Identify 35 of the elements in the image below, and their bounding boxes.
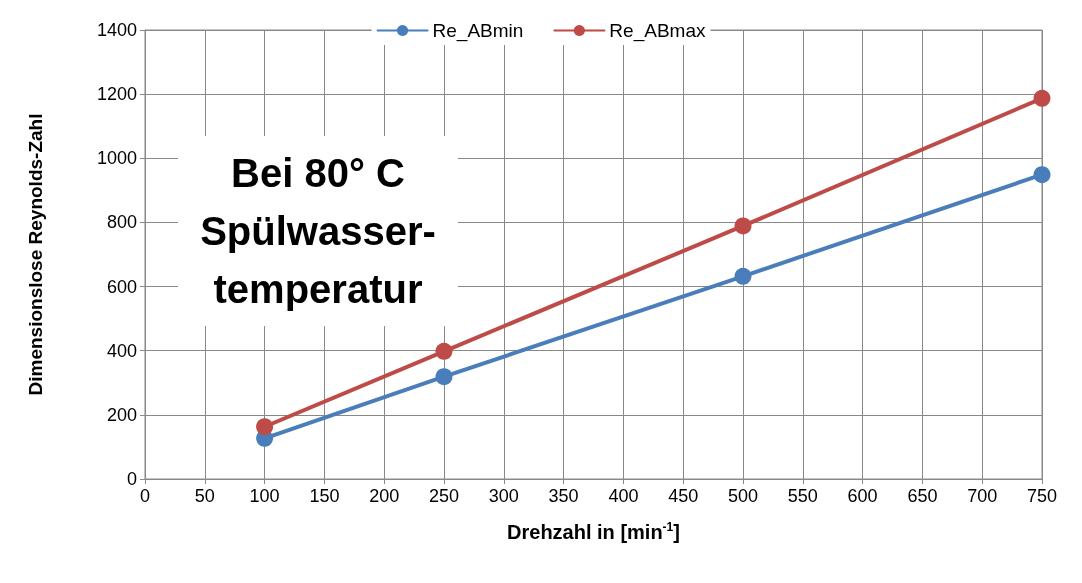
- x-tick-label: 650: [907, 486, 938, 506]
- x-tick-label: 450: [668, 486, 699, 506]
- y-axis-title: Dimensionslose Reynolds-Zahl: [25, 113, 46, 396]
- y-tick-label: 800: [106, 212, 137, 233]
- legend-label: Re_ABmax: [609, 20, 706, 42]
- y-tick-label: 400: [106, 340, 137, 361]
- point: [256, 418, 274, 436]
- x-tick-label: 700: [967, 486, 998, 506]
- x-tick-label: 100: [249, 486, 280, 506]
- point: [1033, 166, 1051, 184]
- x-tick-label: 600: [847, 486, 878, 506]
- x-tick-label: 550: [787, 486, 818, 506]
- y-tick-label: 0: [126, 469, 137, 489]
- annotation: Bei 80° C Spülwasser- temperatur: [200, 151, 436, 311]
- x-tick-label: 350: [548, 486, 579, 506]
- x-tick-label: 50: [194, 486, 215, 506]
- x-tick-label: 750: [1026, 486, 1058, 506]
- y-tick-label: 200: [106, 404, 137, 425]
- x-tick-label: 400: [608, 486, 639, 506]
- y-tick-label: 600: [106, 276, 137, 297]
- point: [435, 342, 453, 360]
- legend-label: Re_ABmin: [432, 20, 524, 42]
- x-tick-label: 300: [488, 486, 519, 506]
- point: [734, 217, 752, 235]
- x-tick-label: 500: [727, 486, 759, 506]
- y-tick-label: 1400: [96, 20, 137, 40]
- y-tick-label: 1200: [96, 84, 137, 105]
- x-tick-label: 0: [139, 486, 151, 506]
- point: [734, 267, 752, 285]
- point: [1033, 89, 1051, 107]
- point: [435, 368, 453, 386]
- x-tick-label: 250: [428, 486, 460, 506]
- y-tick-label: 1000: [96, 148, 137, 169]
- x-tick-label: 200: [369, 486, 400, 506]
- x-tick-label: 150: [309, 486, 340, 506]
